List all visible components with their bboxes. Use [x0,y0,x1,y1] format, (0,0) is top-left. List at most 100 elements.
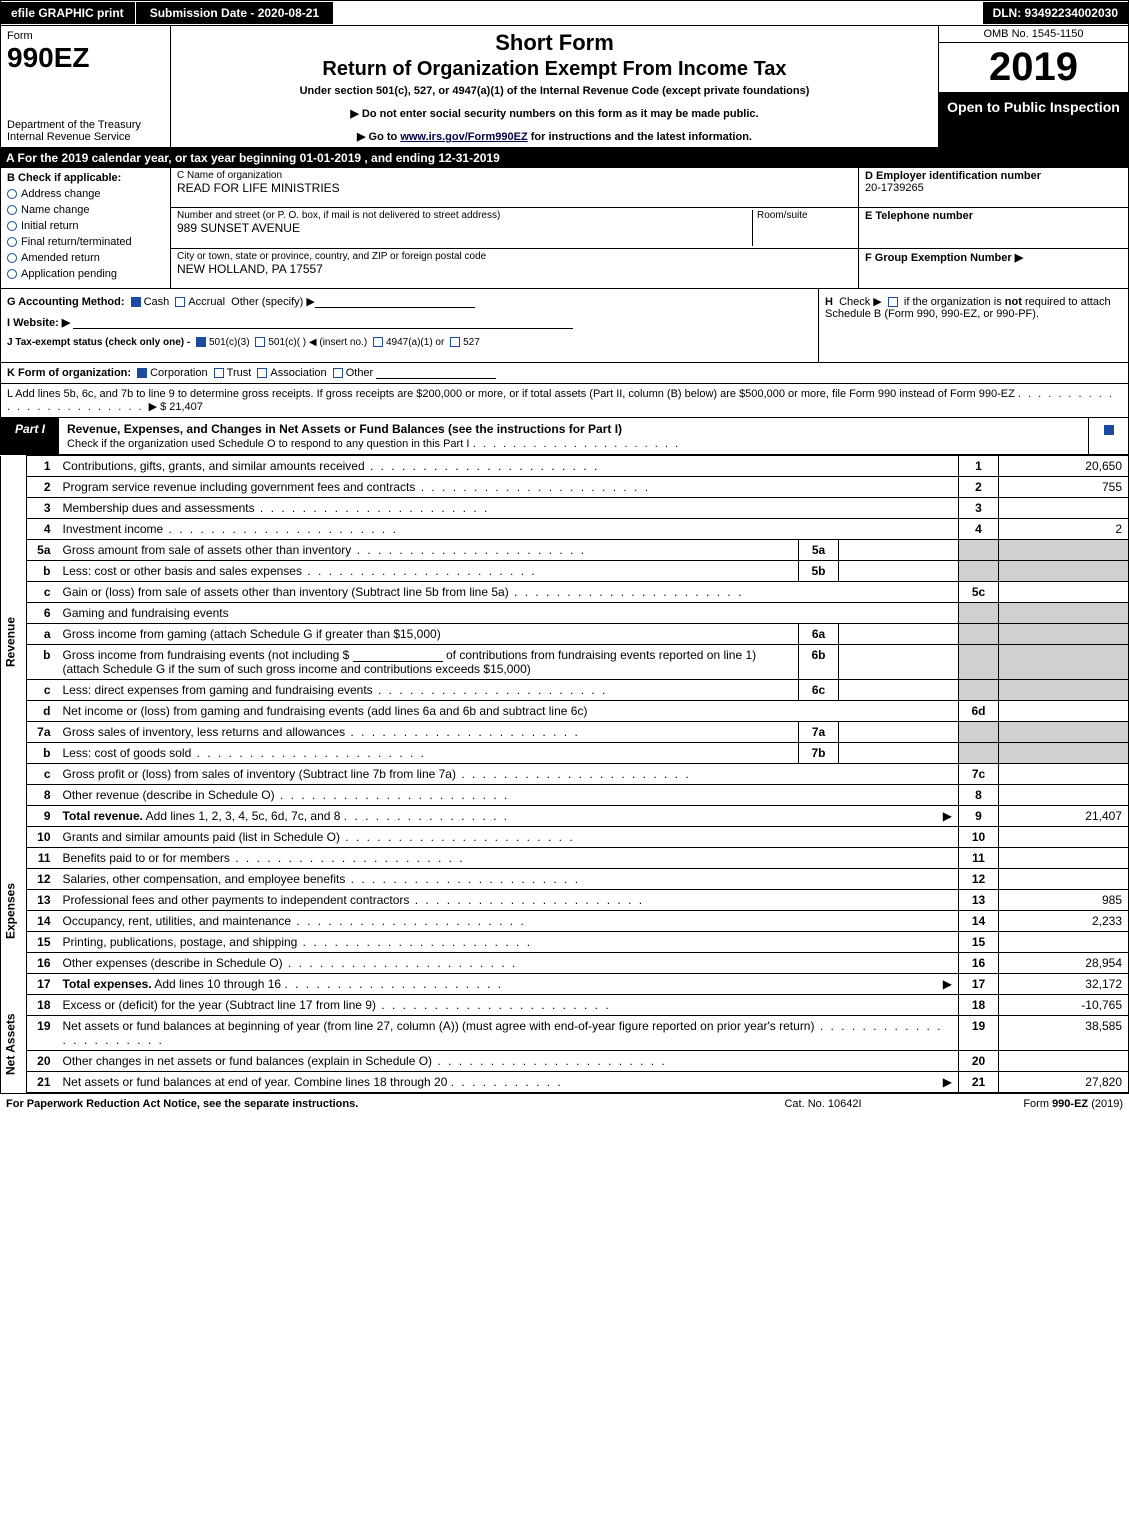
line-amount-grey [999,624,1129,645]
chk-trust[interactable] [214,368,224,378]
chk-association[interactable] [257,368,267,378]
line-rnum: 16 [959,953,999,974]
line-rnum-grey [959,680,999,701]
line-num: 15 [27,932,57,953]
irs-link[interactable]: www.irs.gov/Form990EZ [400,131,527,143]
line-text: Excess or (deficit) for the year (Subtra… [57,995,959,1016]
line-amount [999,701,1129,722]
chk-501c[interactable] [255,337,265,347]
part-i-table: Revenue 1 Contributions, gifts, grants, … [0,455,1129,1093]
footer-right: Form 990-EZ (2019) [923,1098,1123,1110]
short-form-title: Short Form [177,30,932,56]
chk-527[interactable] [450,337,460,347]
C-room-label: Room/suite [757,210,852,221]
line-num: 21 [27,1072,57,1093]
line-num: 18 [27,995,57,1016]
line-num: b [27,561,57,582]
header-center: Short Form Return of Organization Exempt… [171,26,938,147]
line-text: Less: cost of goods sold [57,743,799,764]
line-rnum-grey [959,561,999,582]
website-field[interactable] [73,317,573,329]
line-num: a [27,624,57,645]
line-amount-grey [999,540,1129,561]
line-num: 10 [27,827,57,848]
line-amount: 20,650 [999,456,1129,477]
G-line: G Accounting Method: Cash Accrual Other … [7,295,812,308]
line-mid-num: 6a [799,624,839,645]
chk-address-change[interactable]: Address change [7,188,164,200]
line-mid-val [839,722,959,743]
line-text: Total expenses. Add lines 10 through 16 … [57,974,959,995]
other-org-field[interactable] [376,367,496,379]
notice-pre: ▶ Go to [357,131,400,143]
chk-other-org[interactable] [333,368,343,378]
line-rnum: 21 [959,1072,999,1093]
line-rnum: 15 [959,932,999,953]
line-amount: 21,407 [999,806,1129,827]
C-city-label: City or town, state or province, country… [177,251,852,262]
chk-name-change[interactable]: Name change [7,204,164,216]
expenses-section-label: Expenses [1,827,27,995]
chk-corporation[interactable] [137,368,147,378]
line-amount: 755 [999,477,1129,498]
line-text: Professional fees and other payments to … [57,890,959,911]
chk-schedule-b-not-required[interactable] [888,297,898,307]
line-mid-num: 7b [799,743,839,764]
line-amount [999,869,1129,890]
line-num: 9 [27,806,57,827]
line-rnum: 2 [959,477,999,498]
line-rnum: 20 [959,1051,999,1072]
notice-post: for instructions and the latest informat… [531,131,752,143]
top-bar: efile GRAPHIC print Submission Date - 20… [0,0,1129,26]
D-label: D Employer identification number [865,170,1122,182]
line-amount-grey [999,603,1129,624]
line-num: 3 [27,498,57,519]
line-text: Net income or (loss) from gaming and fun… [57,701,959,722]
line-num: 5a [27,540,57,561]
J-line: J Tax-exempt status (check only one) - 5… [7,337,812,348]
line-text: Total revenue. Add lines 1, 2, 3, 4, 5c,… [57,806,959,827]
line-num: b [27,645,57,680]
efile-print-button[interactable]: efile GRAPHIC print [1,2,135,24]
chk-cash[interactable] [131,297,141,307]
line-rnum-grey [959,603,999,624]
I-line: I Website: ▶ [7,316,812,329]
col-B-checkboxes: B Check if applicable: Address change Na… [1,168,171,288]
chk-501c3[interactable] [196,337,206,347]
chk-amended-return[interactable]: Amended return [7,252,164,264]
line-num: c [27,680,57,701]
chk-4947a1[interactable] [373,337,383,347]
line-rnum: 12 [959,869,999,890]
line-rnum: 5c [959,582,999,603]
line-amount: 2 [999,519,1129,540]
line-rnum-grey [959,722,999,743]
form-header: Form 990EZ Department of the Treasury In… [0,26,1129,148]
line-amount [999,827,1129,848]
line-text: Other changes in net assets or fund bala… [57,1051,959,1072]
6b-contrib-field[interactable] [353,650,443,662]
line-mid-val [839,680,959,701]
line-rnum: 13 [959,890,999,911]
line-text: Other expenses (describe in Schedule O) [57,953,959,974]
part-i-tab: Part I [1,418,59,454]
line-mid-val [839,540,959,561]
line-amount [999,498,1129,519]
part-i-schedule-o-chk[interactable] [1088,418,1128,454]
other-specify-field[interactable] [315,296,475,308]
header-right: OMB No. 1545-1150 2019 Open to Public In… [938,26,1128,147]
line-amount: 2,233 [999,911,1129,932]
line-mid-val [839,645,959,680]
open-to-public: Open to Public Inspection [939,93,1128,147]
L-amount: ▶ $ 21,407 [149,401,203,413]
line-num: c [27,764,57,785]
line-text: Gaming and fundraising events [57,603,959,624]
chk-application-pending[interactable]: Application pending [7,268,164,280]
tax-year: 2019 [939,43,1128,93]
line-num: 12 [27,869,57,890]
line-num: 17 [27,974,57,995]
chk-final-return[interactable]: Final return/terminated [7,236,164,248]
line-amount [999,932,1129,953]
chk-initial-return[interactable]: Initial return [7,220,164,232]
ein-value: 20-1739265 [865,182,1122,194]
chk-accrual[interactable] [175,297,185,307]
